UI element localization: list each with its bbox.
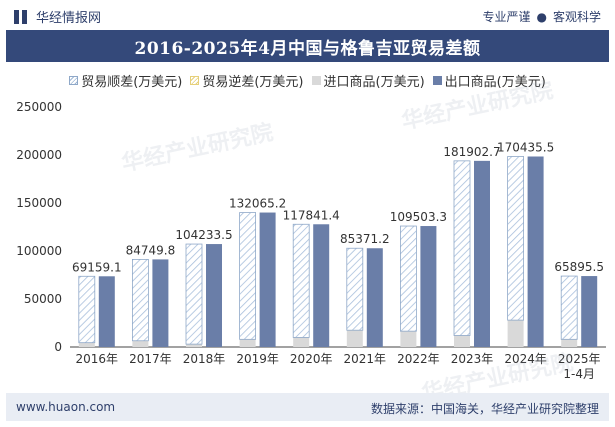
import-bar [293,337,310,347]
x-tick-label: 2018年 [183,352,226,366]
x-tick-label: 2023年 [451,352,494,366]
surplus-bar [185,243,203,345]
surplus-bar [560,275,578,340]
surplus-bar [399,225,417,332]
legend-item-deficit: 贸易逆差(万美元) [190,71,304,90]
x-tick-label: 2021年 [344,352,387,366]
export-bar [98,276,115,347]
footer-source: 数据来源：中国海关，华经产业研究院整理 [370,402,599,416]
export-bar [474,160,490,347]
footer-site-link[interactable]: www.huaon.com [16,400,116,414]
export-bar [259,212,276,347]
surplus-bar [292,223,310,338]
x-tick-label: 1-4月 [563,367,595,381]
legend-label-deficit: 贸易逆差(万美元) [202,75,304,90]
import-bar [239,339,256,347]
y-tick-label: 200000 [16,148,62,162]
data-label: 117841.4 [283,208,340,222]
surplus-bar [239,212,257,340]
export-bar [366,248,383,347]
export-bar [152,259,169,347]
import-bar [400,331,417,347]
legend-swatch-surplus [69,76,79,85]
export-bar [527,156,544,347]
import-bar [561,339,578,347]
import-bar [507,320,524,347]
surplus-bar [507,156,525,321]
brand-logo-icon [14,9,28,24]
legend-label-export: 出口商品(万美元) [444,75,546,90]
surplus-bar [453,160,471,336]
export-bar [581,276,598,347]
chart-legend: 贸易顺差(万美元) 贸易逆差(万美元) 进口商品(万美元) 出口商品(万美元) [0,71,615,90]
legend-item-export: 出口商品(万美元) [432,71,546,90]
bar-chart: 0 50000 100000 150000 200000 250000 69159.1 201… [16,100,606,381]
x-tick-label: 2019年 [236,352,279,366]
export-bar [206,244,222,347]
import-bar [346,330,363,347]
legend-swatch-deficit [190,76,200,85]
chart-title-bar: 2016-2025年4月中国与格鲁吉亚贸易差额 [6,30,609,62]
export-bar [420,226,437,347]
x-tick-label: 2020年 [290,352,333,366]
surplus-bar [346,247,364,331]
y-tick-label: 100000 [16,244,62,258]
tagline: 专业严谨 ● 客观科学 [482,8,601,25]
brand[interactable]: 华经情报网 [14,7,101,26]
plot-area: 0 50000 100000 150000 200000 250000 69159.1 201… [16,100,606,381]
data-label: 65895.5 [554,260,604,274]
tagline-right: 客观科学 [552,10,601,24]
tagline-separator: ● [536,10,547,24]
data-label: 132065.2 [229,197,286,211]
y-tick-label: 50000 [24,292,62,306]
y-tick-label: 250000 [16,100,62,114]
tagline-left: 专业严谨 [482,10,531,24]
data-label: 170435.5 [497,141,554,155]
data-label: 69159.1 [72,260,122,274]
legend-swatch-import [311,76,321,85]
import-bar [186,344,202,347]
import-bar [78,342,95,347]
legend-swatch-export [432,76,442,85]
import-bar [454,335,470,347]
x-tick-label: 2025年 [558,352,601,366]
data-label: 104233.5 [175,228,232,242]
x-tick-label: 2024年 [504,352,547,366]
import-bar [132,340,149,347]
data-label: 181902.7 [443,145,500,159]
legend-item-import: 进口商品(万美元) [311,71,425,90]
y-tick-label: 0 [54,340,62,354]
y-tick-label: 150000 [16,196,62,210]
chart-title: 2016-2025年4月中国与格鲁吉亚贸易差额 [134,38,481,59]
legend-label-import: 进口商品(万美元) [323,75,425,90]
legend-label-surplus: 贸易顺差(万美元) [81,75,183,90]
data-label: 109503.3 [390,210,447,224]
brand-name: 华经情报网 [36,11,102,26]
data-label: 85371.2 [340,232,390,246]
x-tick-label: 2016年 [76,352,119,366]
surplus-bar [78,275,96,344]
x-tick-label: 2022年 [397,352,440,366]
footer: www.huaon.com 数据来源：中国海关，华经产业研究院整理 [6,393,609,421]
legend-item-surplus: 贸易顺差(万美元) [69,71,182,90]
surplus-bar [131,259,149,342]
data-label: 84749.8 [126,243,176,257]
x-tick-label: 2017年 [129,352,172,366]
top-bar: 华经情报网 专业严谨 ● 客观科学 [0,0,615,30]
export-bar [313,224,330,347]
